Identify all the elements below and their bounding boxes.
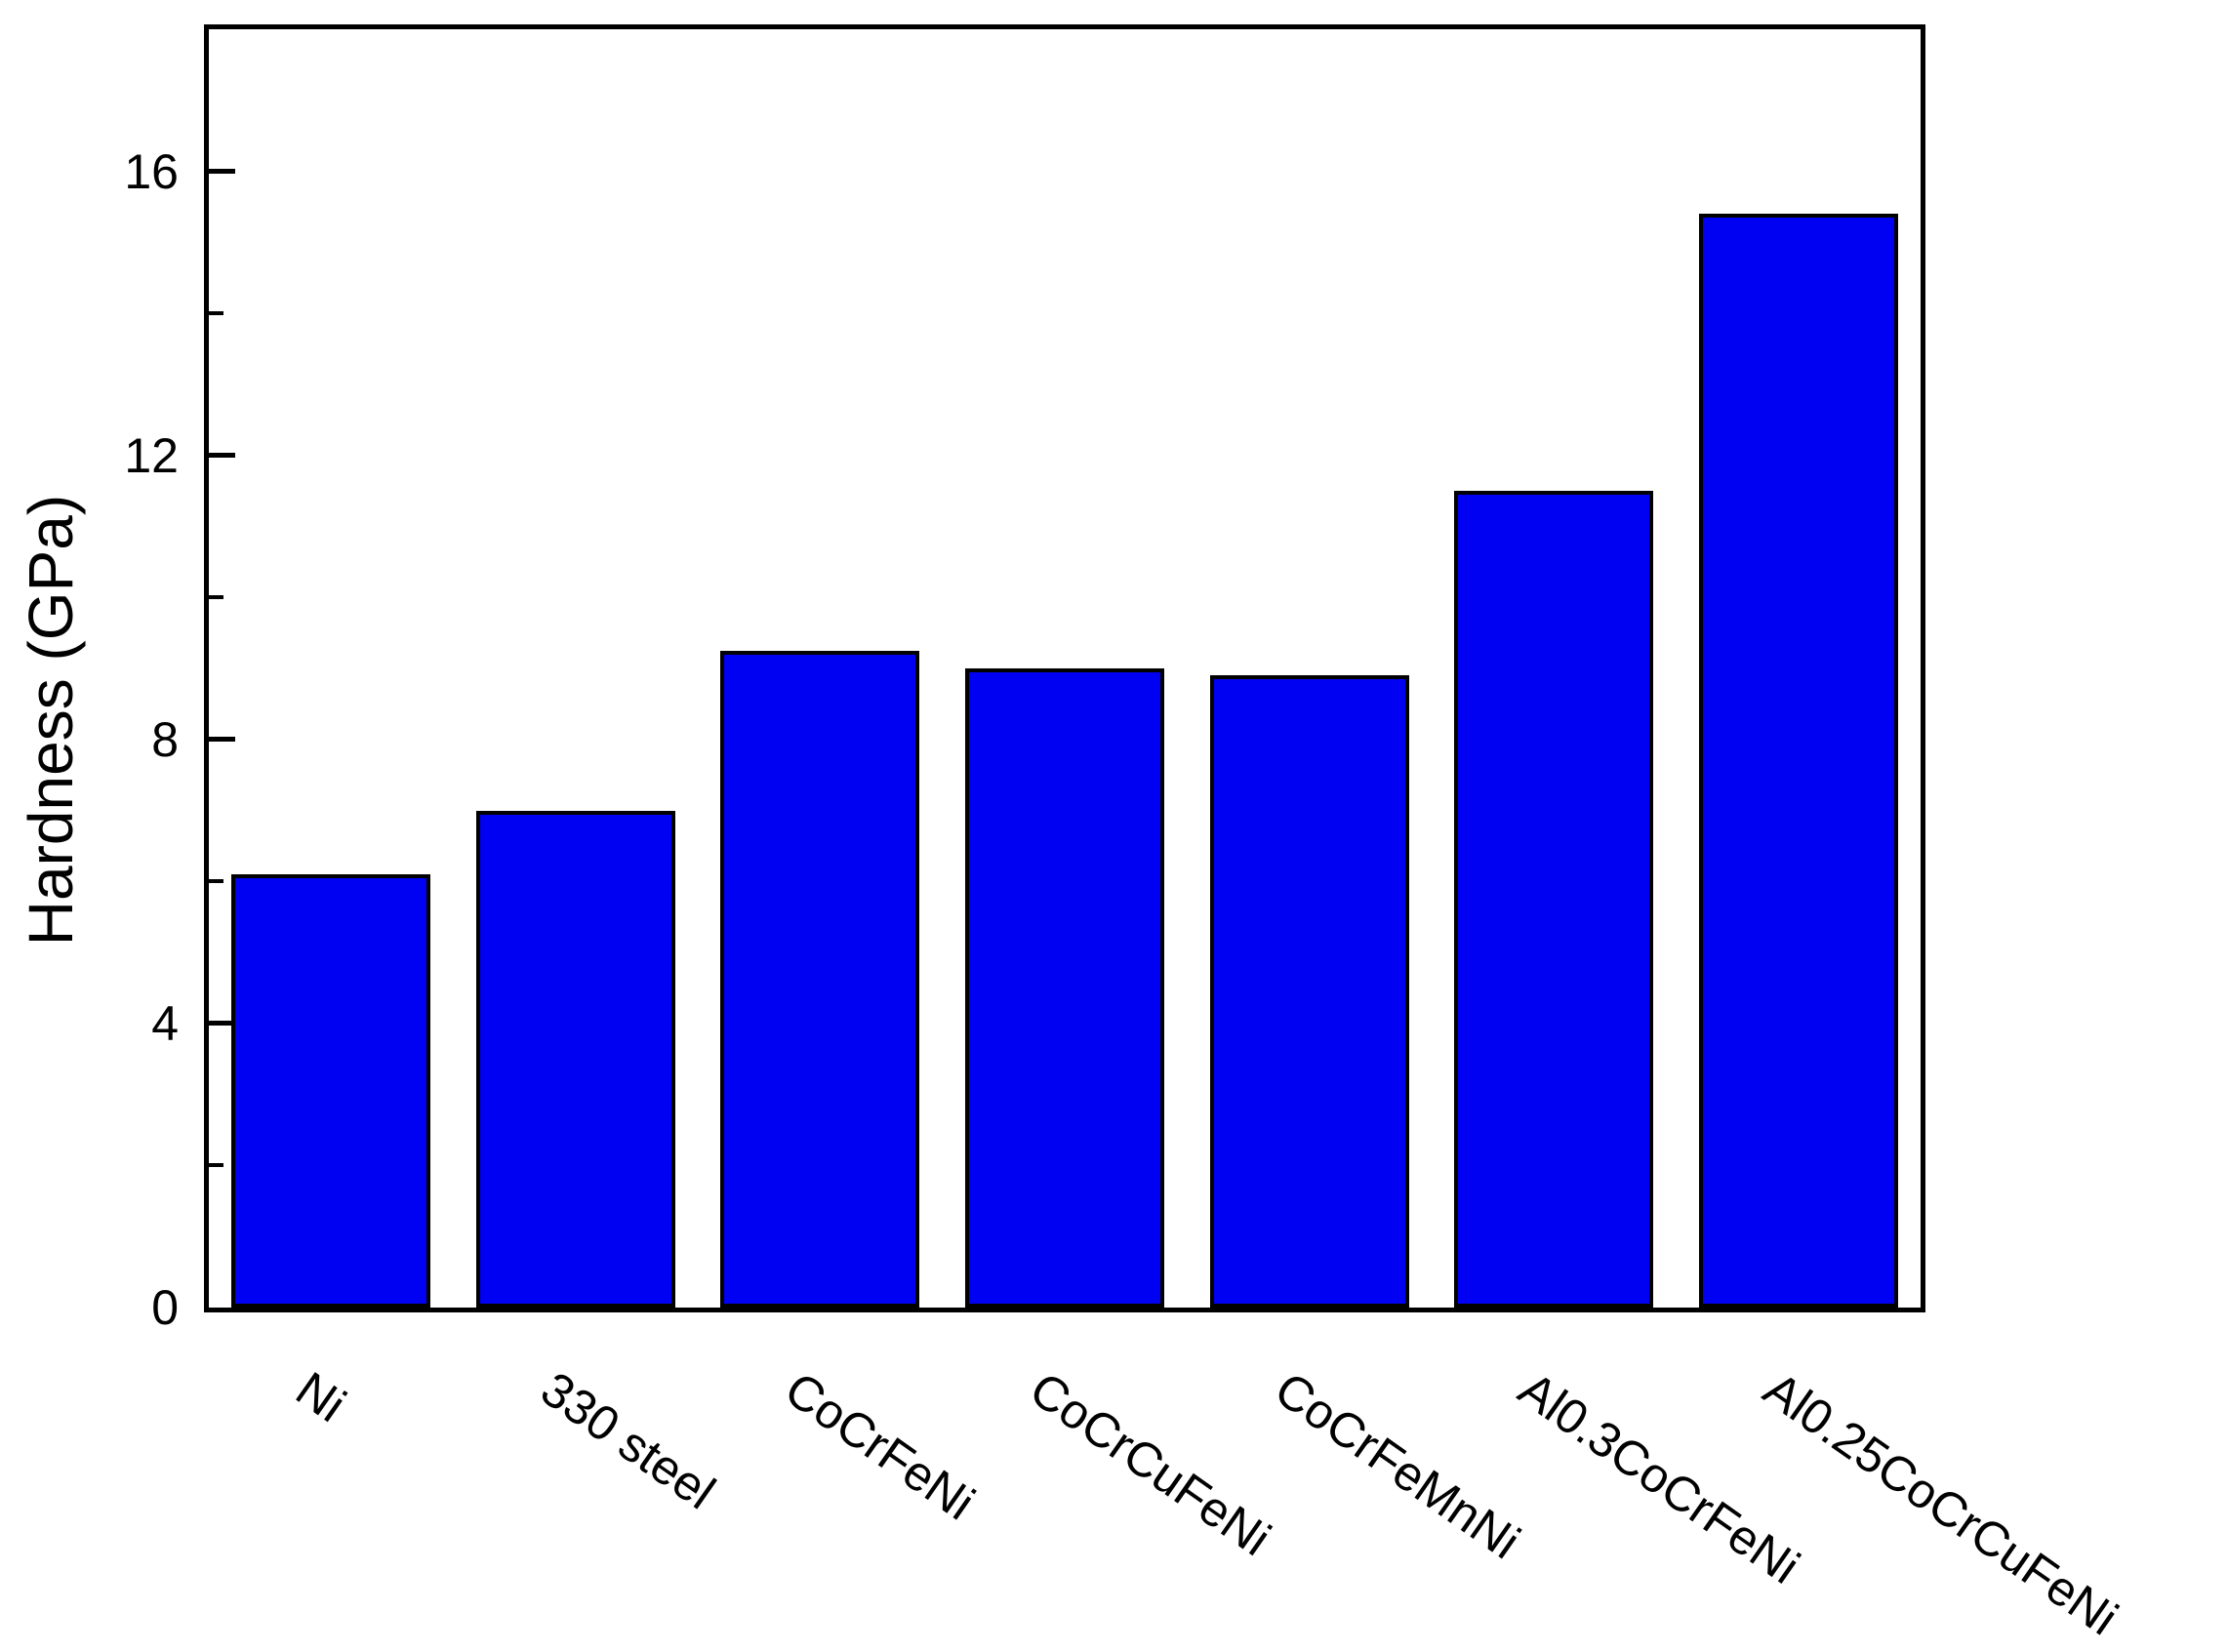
x-category-label: CoCrFeNi xyxy=(775,1361,986,1531)
bar-CoCrFeMnNi xyxy=(1209,675,1409,1308)
y-tick-label: 12 xyxy=(124,427,179,483)
y-minor-tick xyxy=(209,595,223,600)
y-major-tick xyxy=(209,453,235,459)
x-category-label: 330 steel xyxy=(531,1361,725,1520)
bars-layer xyxy=(209,29,1921,1308)
y-tick-label: 16 xyxy=(124,143,179,199)
plot-area xyxy=(204,24,1925,1312)
y-major-tick xyxy=(209,737,235,743)
y-minor-tick xyxy=(209,311,223,316)
bar-330 steel xyxy=(475,810,675,1308)
y-tick-label: 8 xyxy=(151,711,179,767)
bar-Ni xyxy=(231,874,431,1308)
y-major-tick xyxy=(209,1021,235,1027)
y-tick-label: 0 xyxy=(151,1280,179,1335)
x-category-label: Al0.25CoCrCuFeNi xyxy=(1754,1361,2127,1646)
bar-Al0.3CoCrFeNi xyxy=(1454,491,1654,1308)
bar-CoCrCuFeNi xyxy=(965,668,1164,1308)
y-major-tick xyxy=(209,169,235,175)
x-category-label: CoCrFeMnNi xyxy=(1265,1361,1530,1570)
x-category-label: CoCrCuFeNi xyxy=(1020,1361,1280,1567)
y-ticks-layer xyxy=(209,29,1921,1308)
y-minor-tick xyxy=(209,1163,223,1168)
x-category-label: Ni xyxy=(286,1361,356,1433)
y-tick-label: 4 xyxy=(151,995,179,1051)
y-minor-tick xyxy=(209,879,223,884)
bar-CoCrFeNi xyxy=(720,650,920,1308)
bar-Al0.25CoCrCuFeNi xyxy=(1698,214,1898,1308)
